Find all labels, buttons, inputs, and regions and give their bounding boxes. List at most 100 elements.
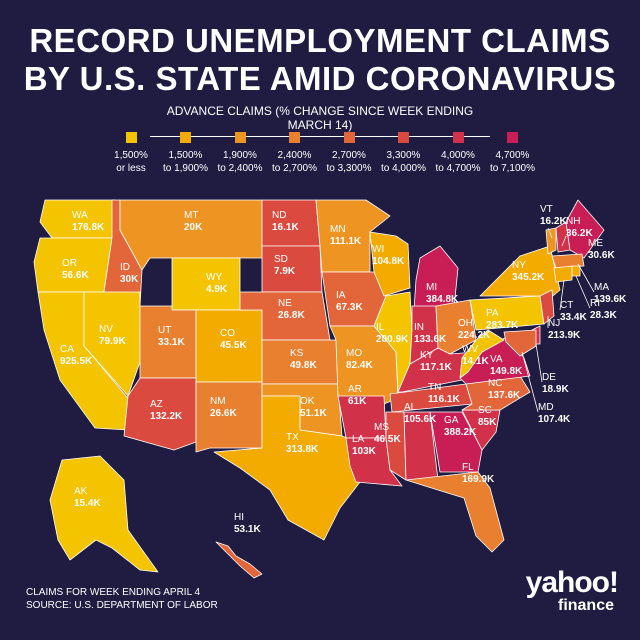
legend-label-bottom: to 2,400% — [217, 163, 263, 174]
map-title: RECORD UNEMPLOYMENT CLAIMS BY U.S. STATE… — [0, 22, 640, 98]
state-value-ny: 345.2K — [512, 272, 545, 283]
state-label-ar: AR — [348, 384, 362, 395]
state-wi — [369, 231, 411, 297]
state-nm — [195, 381, 263, 453]
legend-label-bottom: to 4,700% — [435, 163, 481, 174]
state-label-id: ID — [120, 262, 130, 273]
state-value-id: 30K — [120, 274, 139, 285]
leader-line-md — [521, 351, 539, 413]
state-label-ne: NE — [278, 298, 292, 309]
state-value-mn: 111.1K — [330, 236, 362, 247]
state-value-va: 149.8K — [490, 366, 523, 377]
state-value-ct: 33.4K — [560, 312, 587, 323]
state-label-pa: PA — [486, 308, 499, 319]
state-nj — [539, 289, 555, 325]
state-label-mi: MI — [426, 282, 437, 293]
legend-label-top: 3,300% — [386, 150, 421, 161]
legend-swatch — [398, 132, 409, 143]
state-value-sc: 85K — [478, 417, 497, 428]
legend-label-top: 1,500% — [168, 150, 203, 161]
legend-item: 4,000% to 4,700% — [431, 132, 485, 175]
legend-label-bottom: to 7,100% — [489, 163, 536, 174]
legend-item: 3,300% to 4,000% — [377, 132, 431, 175]
legend-swatch — [125, 132, 137, 143]
legend-label-top: 4,700% — [495, 150, 530, 161]
legend-item: 1,500% to 1,900% — [159, 132, 213, 175]
state-oh — [435, 299, 477, 355]
state-ma — [551, 253, 585, 269]
state-ia — [321, 271, 387, 327]
state-ga — [429, 411, 483, 473]
legend-item: 1,500% or less — [104, 132, 158, 175]
state-value-ms: 46.5K — [374, 434, 401, 445]
state-fl — [405, 471, 505, 553]
state-label-az: AZ — [150, 399, 163, 410]
legend-swatch — [452, 132, 464, 143]
state-label-wi: WI — [372, 244, 384, 255]
legend-swatch — [289, 132, 300, 143]
state-value-mt: 20K — [184, 222, 203, 233]
state-label-mn: MN — [330, 224, 346, 235]
state-value-oh: 224.2K — [458, 330, 491, 341]
state-label-sc: SC — [478, 405, 492, 416]
state-value-ut: 33.1K — [158, 337, 185, 348]
state-value-la: 103K — [352, 446, 377, 457]
footer-source: SOURCE: U.S. DEPARTMENT OF LABOR — [26, 600, 218, 611]
legend-label-bottom: to 4,000% — [380, 163, 427, 174]
state-label-nj: NJ — [548, 318, 560, 329]
state-value-ma: 139.6K — [594, 294, 627, 305]
state-label-nc: NC — [488, 378, 502, 389]
state-value-hi: 53.1K — [234, 524, 261, 535]
legend-swatch — [507, 132, 518, 143]
state-ms — [385, 411, 407, 481]
leader-line-de — [535, 343, 543, 383]
state-value-ky: 117.1K — [420, 362, 452, 373]
legend-swatch — [180, 132, 191, 143]
footer-notes: CLAIMS FOR WEEK ENDING APRIL 4 SOURCE: U… — [26, 586, 218, 612]
state-label-ks: KS — [290, 348, 304, 359]
state-label-ut: UT — [158, 325, 171, 336]
yahoo-finance-logo: yahoo! finance — [494, 568, 619, 614]
state-value-il: 200.9K — [376, 334, 409, 345]
legend-label-top: 2,400% — [277, 150, 312, 161]
leader-line-vt — [547, 227, 553, 239]
state-ri — [571, 265, 581, 277]
title-line-2: BY U.S. STATE AMID CORONAVIRUS — [23, 60, 617, 97]
state-value-pa: 283.7K — [486, 320, 519, 331]
state-label-sd: SD — [274, 254, 288, 265]
legend-label-top: 1,900% — [223, 150, 257, 161]
state-nv — [83, 291, 141, 397]
state-ak — [49, 455, 159, 573]
state-mn — [315, 199, 391, 273]
legend-label-top: 4,000% — [441, 150, 475, 161]
state-value-ks: 49.8K — [290, 360, 317, 371]
legend-heading: ADVANCE CLAIMS (% CHANGE SINCE WEEK ENDI… — [150, 104, 490, 137]
leader-line-ma — [577, 263, 595, 293]
state-label-in: IN — [414, 322, 424, 333]
legend-label-bottom: to 3,300% — [326, 163, 372, 174]
state-label-tx: TX — [286, 432, 299, 443]
state-value-md: 107.4K — [538, 414, 571, 425]
leader-line-ct — [559, 279, 565, 311]
state-label-mt: MT — [184, 210, 198, 221]
state-value-vt: 16.2K — [540, 216, 567, 227]
state-vt — [545, 227, 557, 255]
state-value-nc: 137.6K — [488, 390, 521, 401]
state-value-nh: 36.2K — [566, 228, 593, 239]
leader-line-nh — [561, 235, 567, 247]
state-label-ky: KY — [420, 350, 434, 361]
state-label-ny: NY — [512, 260, 526, 271]
state-label-hi: HI — [234, 512, 244, 523]
state-ky — [397, 347, 477, 393]
state-ct — [553, 265, 573, 283]
state-value-mi: 384.8K — [426, 294, 459, 305]
logo-sub: finance — [557, 597, 614, 614]
state-label-ms: MS — [374, 422, 389, 433]
state-label-mo: MO — [346, 348, 362, 359]
state-label-ca: CA — [60, 344, 74, 355]
state-value-or: 56.6K — [62, 270, 89, 281]
legend-item: 4,700% to 7,100% — [486, 132, 540, 175]
state-label-va: VA — [490, 354, 503, 365]
state-label-la: LA — [352, 434, 365, 445]
